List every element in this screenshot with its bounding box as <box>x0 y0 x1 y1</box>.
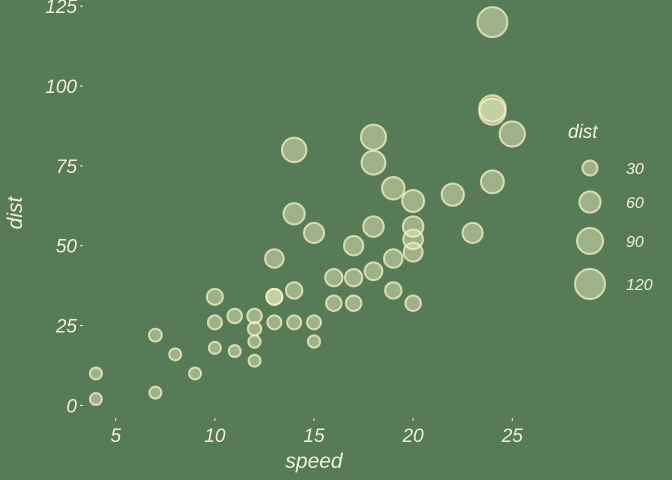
data-point <box>440 182 465 207</box>
legend-title: dist <box>568 122 598 143</box>
y-axis-title: dist <box>4 195 27 229</box>
legend-key <box>576 227 604 255</box>
data-point <box>302 221 326 245</box>
data-point <box>247 353 262 368</box>
x-tick-label: 15 <box>303 426 325 447</box>
data-point <box>286 314 303 331</box>
data-point <box>265 287 284 306</box>
data-point <box>147 327 163 343</box>
x-tick-label: 10 <box>204 426 226 447</box>
legend-label: 30 <box>626 161 644 178</box>
data-point <box>207 340 222 355</box>
data-point <box>461 221 484 245</box>
data-point <box>324 268 344 288</box>
y-tick-label: 100 <box>45 77 77 98</box>
legend-label: 90 <box>626 234 644 251</box>
data-point <box>383 248 404 269</box>
data-point <box>476 6 509 39</box>
data-point <box>280 136 308 164</box>
data-point <box>478 94 507 123</box>
data-point <box>284 281 304 300</box>
x-tick-label: 20 <box>402 426 425 447</box>
data-point <box>247 334 262 349</box>
data-point <box>479 169 505 195</box>
y-tick-label: 0 <box>66 396 77 417</box>
size-legend: dist 30 60 90 120 <box>568 122 653 300</box>
data-point <box>384 281 403 300</box>
data-point <box>344 294 363 312</box>
data-point <box>88 366 103 381</box>
data-point <box>246 307 263 325</box>
legend-key <box>574 268 606 300</box>
data-point <box>168 347 183 362</box>
data-point <box>227 344 242 359</box>
y-tick-label: 125 <box>45 0 77 18</box>
data-point <box>306 334 322 349</box>
data-point <box>206 314 223 331</box>
axis-ticks: 0 25 50 75 100 125 5 10 15 20 25 <box>45 0 523 447</box>
y-tick-label: 50 <box>56 237 78 258</box>
data-point <box>226 307 243 325</box>
data-point <box>264 248 285 269</box>
legend-label: 60 <box>626 195 644 212</box>
data-point <box>498 120 526 148</box>
data-point <box>363 261 384 282</box>
y-tick-label: 25 <box>55 317 78 338</box>
points-layer <box>88 6 526 407</box>
data-point <box>306 314 322 331</box>
data-point <box>88 392 103 407</box>
data-point <box>282 202 306 226</box>
data-point <box>325 294 343 312</box>
data-point <box>188 366 203 381</box>
x-tick-label: 25 <box>501 426 524 447</box>
x-axis-title: speed <box>285 450 344 473</box>
data-point <box>401 215 425 238</box>
y-tick-label: 75 <box>56 157 78 178</box>
data-point <box>362 215 385 238</box>
data-point <box>404 294 422 312</box>
data-point <box>381 175 406 201</box>
legend-key <box>581 159 599 177</box>
data-point <box>359 123 388 151</box>
data-point <box>402 228 425 251</box>
data-point <box>246 321 263 337</box>
x-tick-label: 5 <box>110 426 121 447</box>
data-point <box>148 385 163 400</box>
data-point <box>266 314 283 331</box>
data-point <box>401 189 426 213</box>
data-point <box>205 287 224 306</box>
data-point <box>360 149 387 176</box>
data-point <box>343 268 364 288</box>
legend-key <box>578 190 602 214</box>
data-point <box>342 235 365 257</box>
legend-label: 120 <box>626 277 653 294</box>
